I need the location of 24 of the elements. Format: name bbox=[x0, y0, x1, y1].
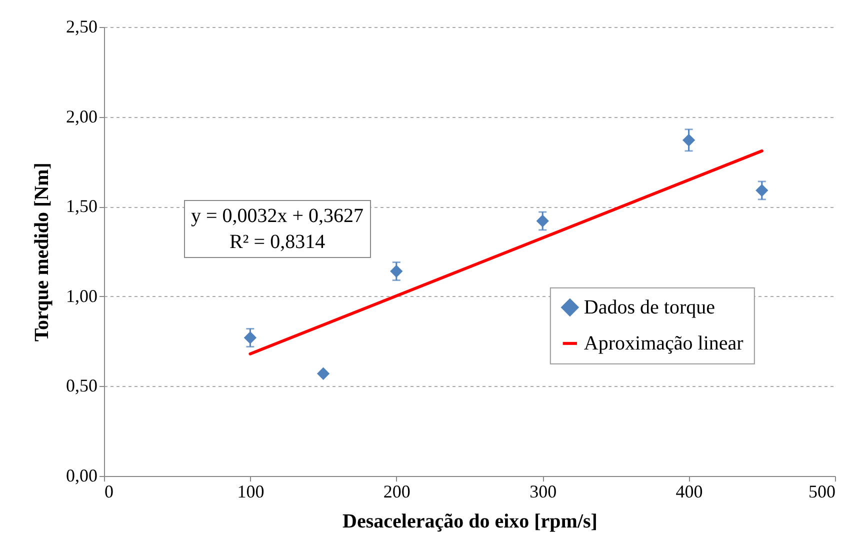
y-tick-label: 1,50 bbox=[66, 196, 98, 216]
point bbox=[316, 367, 330, 380]
x-tick-label: 0 bbox=[104, 482, 114, 502]
y-tick-label: 0,50 bbox=[66, 376, 98, 396]
x-axis-title: Desaceleração do eixo [rpm/s] bbox=[342, 510, 598, 532]
x-tick-label: 500 bbox=[808, 482, 836, 502]
y-axis-title: Torque medido [Nm] bbox=[31, 162, 53, 342]
y-tick-label: 2,50 bbox=[66, 16, 98, 36]
point bbox=[536, 214, 549, 228]
legend-label: Dados de torque bbox=[584, 296, 716, 318]
x-tick-label: 100 bbox=[237, 482, 264, 502]
legend-label: Aproximação linear bbox=[584, 332, 744, 354]
point bbox=[390, 264, 403, 278]
annotation: y = 0,0032x + 0,3627 bbox=[191, 204, 364, 229]
annotation: R² = 0,8314 bbox=[228, 230, 326, 255]
x-tick-label: 400 bbox=[676, 482, 703, 502]
point bbox=[756, 184, 768, 197]
x-tick-label: 300 bbox=[530, 482, 557, 502]
y-tick-label: 1,00 bbox=[66, 286, 98, 306]
y-tick-label: 0,00 bbox=[66, 466, 98, 486]
point bbox=[244, 331, 257, 344]
point bbox=[682, 134, 696, 146]
y-tick-label: 2,00 bbox=[66, 106, 98, 126]
x-tick-label: 200 bbox=[383, 482, 410, 502]
